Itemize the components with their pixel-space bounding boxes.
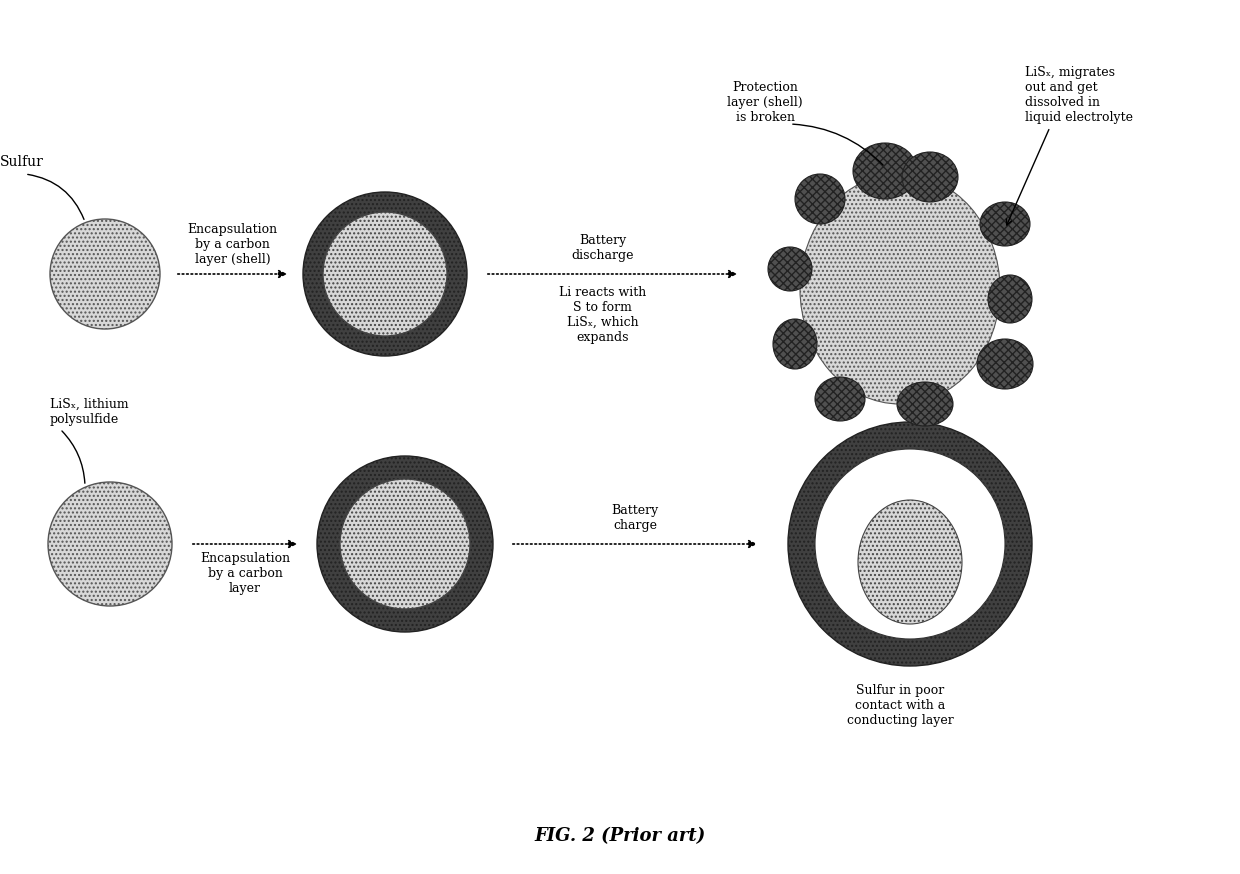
Ellipse shape: [800, 174, 999, 404]
Circle shape: [322, 212, 446, 336]
Ellipse shape: [897, 382, 954, 426]
Ellipse shape: [858, 500, 962, 624]
Ellipse shape: [773, 319, 817, 369]
Ellipse shape: [768, 247, 812, 291]
Text: Encapsulation
by a carbon
layer (shell): Encapsulation by a carbon layer (shell): [187, 223, 278, 266]
Ellipse shape: [795, 174, 844, 224]
Circle shape: [303, 192, 467, 356]
Text: LiSₓ, lithium
polysulfide: LiSₓ, lithium polysulfide: [50, 398, 129, 426]
Text: Sulfur: Sulfur: [0, 155, 43, 169]
Circle shape: [815, 449, 1004, 639]
Text: LiSₓ, migrates
out and get
dissolved in
liquid electrolyte: LiSₓ, migrates out and get dissolved in …: [1025, 66, 1133, 124]
Ellipse shape: [901, 152, 959, 202]
Ellipse shape: [853, 143, 918, 199]
Ellipse shape: [980, 202, 1030, 246]
Ellipse shape: [988, 275, 1032, 323]
Circle shape: [317, 456, 494, 632]
Ellipse shape: [815, 377, 866, 421]
Text: Battery
discharge: Battery discharge: [572, 234, 634, 262]
Circle shape: [48, 482, 172, 606]
Text: Battery
charge: Battery charge: [611, 504, 658, 532]
Text: FIG. 2 (Prior art): FIG. 2 (Prior art): [534, 827, 706, 845]
Text: Li reacts with
S to form
LiSₓ, which
expands: Li reacts with S to form LiSₓ, which exp…: [559, 286, 646, 344]
Circle shape: [340, 479, 470, 609]
Text: Sulfur in poor
contact with a
conducting layer: Sulfur in poor contact with a conducting…: [847, 684, 954, 727]
Text: Encapsulation
by a carbon
layer: Encapsulation by a carbon layer: [200, 552, 290, 595]
Ellipse shape: [977, 339, 1033, 389]
Circle shape: [50, 219, 160, 329]
Circle shape: [787, 422, 1032, 666]
Text: Protection
layer (shell)
is broken: Protection layer (shell) is broken: [727, 81, 802, 124]
